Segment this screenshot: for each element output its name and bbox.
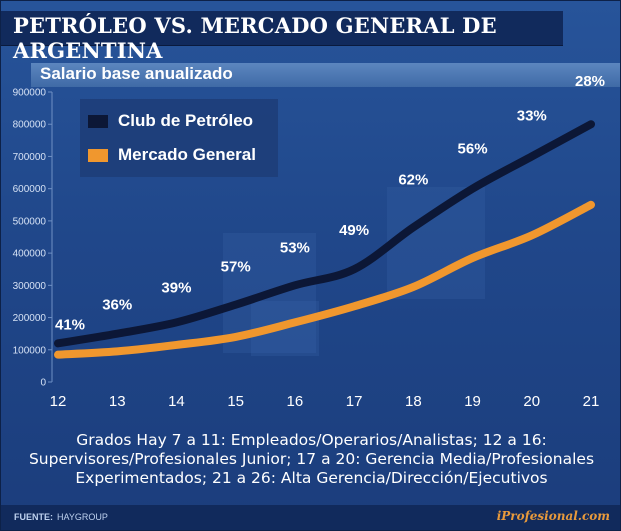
source-value: HAYGROUP (57, 512, 108, 522)
footer-bar: FUENTE: HAYGROUP iProfesional.com (1, 505, 620, 530)
x-tick-label: 15 (227, 393, 244, 410)
footnote-line: Experimentados; 21 a 26: Alta Gerencia/D… (75, 469, 548, 487)
annotation-label: 33% (517, 107, 547, 124)
y-tick-label: 100000 (13, 345, 47, 356)
x-tick-label: 20 (523, 393, 540, 410)
annotation-label: 62% (398, 171, 428, 188)
y-tick-label: 900000 (13, 88, 47, 99)
x-tick-label: 21 (583, 393, 600, 410)
legend-label-mercado: Mercado General (118, 145, 256, 164)
annotation-label: 41% (55, 316, 85, 333)
annotation-label: 39% (161, 279, 191, 296)
x-tick-label: 17 (346, 393, 363, 410)
y-tick-label: 500000 (13, 216, 47, 227)
background-panel (387, 187, 485, 299)
x-tick-label: 19 (464, 393, 481, 410)
line-chart: 0 100000 200000 300000 400000 500000 600000 700… (13, 73, 605, 411)
legend-swatch-mercado (88, 149, 108, 162)
x-tick-label: 12 (50, 393, 67, 410)
legend: Club de Petróleo Mercado General (80, 99, 278, 177)
y-tick-label: 400000 (13, 249, 47, 260)
annotation-label: 49% (339, 222, 369, 239)
legend-label-petroleo: Club de Petróleo (118, 111, 254, 130)
chart-subtitle: Salario base anualizado (40, 64, 233, 83)
y-tick-label: 600000 (13, 184, 47, 195)
annotation-label: 28% (575, 73, 605, 90)
source-label: FUENTE: (14, 512, 53, 522)
grades-footnote: Grados Hay 7 a 11: Empleados/Operarios/A… (1, 431, 620, 488)
series-line-petroleo (54, 120, 595, 348)
x-tick-label: 13 (109, 393, 126, 410)
title-bar: PETRÓLEO VS. MERCADO GENERAL DE ARGENTIN… (1, 11, 563, 63)
series-line-mercado (54, 200, 595, 359)
annotation-label: 36% (102, 297, 132, 314)
footnote-line: Grados Hay 7 a 11: Empleados/Operarios/A… (76, 431, 547, 449)
series-lines (54, 120, 595, 359)
subtitle-bar: Salario base anualizado (31, 63, 620, 87)
footnote-line: Supervisores/Profesionales Junior; 17 a … (28, 450, 595, 468)
legend-swatch-petroleo (88, 115, 108, 128)
axes: 0 100000 200000 300000 400000 500000 600000 700… (13, 88, 600, 411)
y-tick-label: 300000 (13, 281, 47, 292)
x-tick-label: 18 (405, 393, 422, 410)
annotation-label: 53% (280, 239, 310, 256)
y-tick-label: 0 (40, 378, 46, 389)
x-tick-label: 16 (287, 393, 304, 410)
brand-logo: iProfesional.com (496, 509, 610, 523)
annotation-labels: 41% 36% 39% 57% 53% 49% 62% 56% 33% 28% (55, 73, 605, 333)
annotation-label: 56% (458, 141, 488, 158)
y-tick-label: 800000 (13, 120, 47, 131)
annotation-label: 57% (221, 259, 251, 276)
y-tick-label: 700000 (13, 152, 47, 163)
chart-title: PETRÓLEO VS. MERCADO GENERAL DE ARGENTIN… (13, 13, 497, 63)
y-tick-label: 200000 (13, 313, 47, 324)
x-tick-label: 14 (168, 393, 185, 410)
